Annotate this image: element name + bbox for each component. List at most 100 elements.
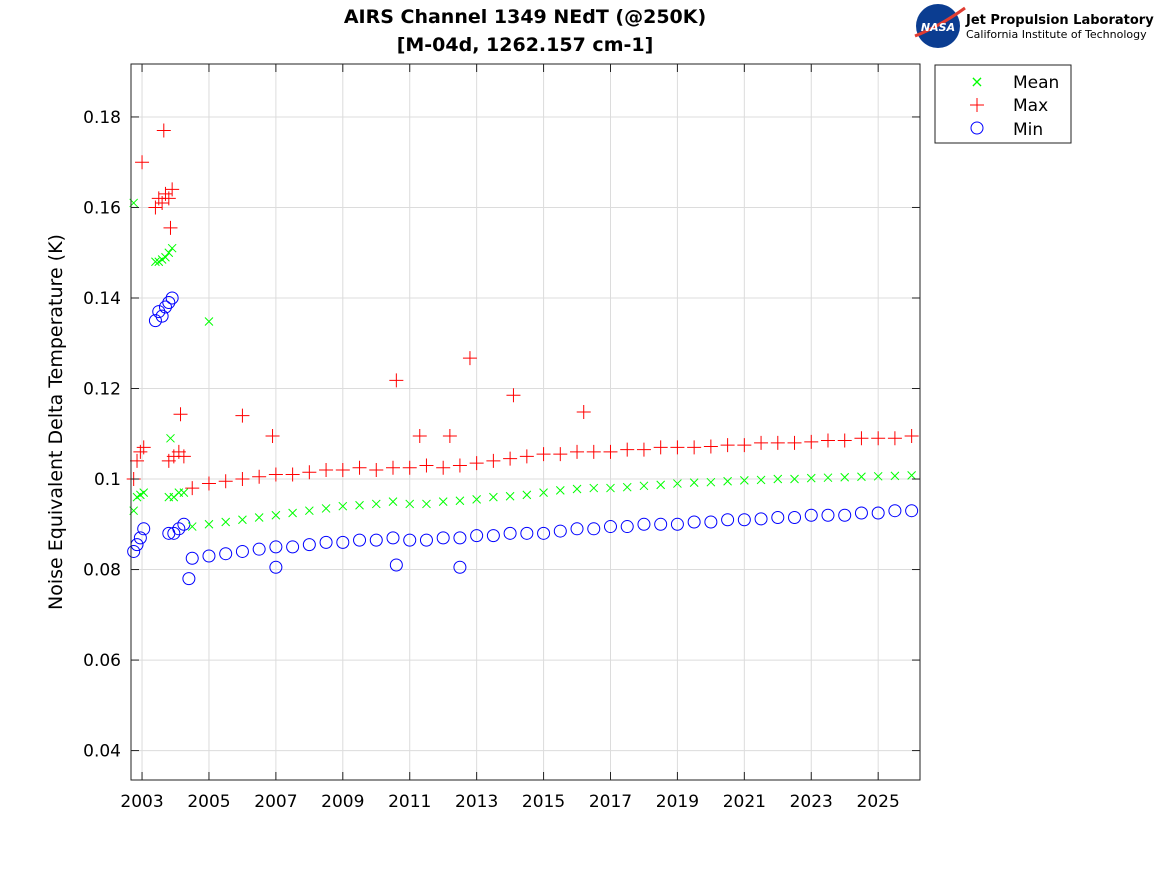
point-min [386,531,400,545]
point-max [570,444,585,459]
y-axis-label: Noise Equivalent Delta Temperature (K) [45,234,67,610]
point-mean [438,497,448,507]
point-mean [164,248,174,258]
point-mean [907,471,916,480]
point-max [576,405,591,420]
x-tick-label: 2011 [388,792,431,812]
point-min [148,314,162,328]
point-min [520,526,534,540]
point-max [130,453,145,468]
point-max [419,458,434,473]
point-mean [539,488,548,497]
x-tick-label: 2025 [857,792,900,812]
point-max [519,449,534,464]
point-max [553,447,568,462]
point-max [469,456,484,471]
x-tick-label: 2005 [187,792,230,812]
point-min [687,515,701,529]
point-mean [179,488,189,497]
point-max [720,438,735,453]
point-max [737,438,752,453]
point-min [419,533,433,547]
point-min [587,522,601,536]
point-mean [689,478,699,488]
point-min [353,533,367,547]
marks [126,123,919,586]
nasa-jpl-logo: NASA Jet Propulsion Laboratory Californi… [914,4,1154,48]
point-min [537,526,551,540]
lab-name: Jet Propulsion Laboratory [965,13,1154,28]
point-mean [756,475,766,485]
point-min [319,535,333,549]
point-max [156,123,171,138]
point-max [442,429,457,444]
point-min [821,508,835,522]
point-mean [422,499,431,509]
point-max [302,465,317,480]
point-min [453,531,467,545]
point-mean [271,510,281,520]
point-max [235,408,250,423]
point-max [436,460,451,475]
point-min [771,510,785,524]
point-min [127,544,141,558]
point-min [252,542,266,556]
point-min [155,309,169,323]
point-min [871,506,885,520]
ticks: 2003 2005 2007 2009 2011 2013 2015 2017 2019 2021… [83,64,920,812]
point-min [336,535,350,549]
point-max [201,476,216,491]
point-min [286,540,300,554]
point-mean [139,488,149,497]
point-max [820,433,835,448]
point-min [389,558,403,572]
point-max [385,460,400,475]
point-mean [355,500,364,510]
point-mean [606,483,615,493]
x-tick-label: 2009 [321,792,364,812]
point-max [770,435,785,450]
x-tick-label: 2021 [723,792,766,812]
point-max [653,440,668,455]
point-max [352,460,367,475]
point-mean [472,495,482,504]
point-mean [151,257,160,267]
point-mean [254,513,264,522]
legend-max-marker [970,98,984,112]
point-max [787,435,802,450]
point-min [165,291,179,305]
point-mean [723,476,732,486]
point-mean [405,499,415,509]
point-min [167,526,181,540]
point-min [503,526,517,540]
point-min [152,305,166,319]
point-mean [304,506,314,516]
y-tick-label: 0.18 [83,108,121,128]
y-tick-label: 0.16 [83,198,121,218]
point-mean [489,492,498,502]
y-tick-label: 0.06 [83,651,121,671]
point-max [235,472,250,487]
x-tick-label: 2003 [120,792,163,812]
point-max [837,433,852,448]
point-min [235,544,249,558]
point-min [788,510,802,524]
plot-frame [130,63,921,781]
x-tick-label: 2007 [254,792,297,812]
x-tick-label: 2023 [790,792,833,812]
point-min [888,504,902,518]
point-min [570,522,584,536]
point-min [737,513,751,527]
point-min [603,520,617,534]
point-max [904,429,919,444]
point-min [436,531,450,545]
point-max [163,220,178,235]
y-tick-label: 0.12 [83,380,121,400]
point-min [905,504,919,518]
point-mean [371,499,381,509]
legend-min-marker [970,121,984,135]
legend-mean-marker: × [970,72,983,91]
point-max [536,447,551,462]
point-mean [840,472,850,482]
point-max [703,439,718,454]
